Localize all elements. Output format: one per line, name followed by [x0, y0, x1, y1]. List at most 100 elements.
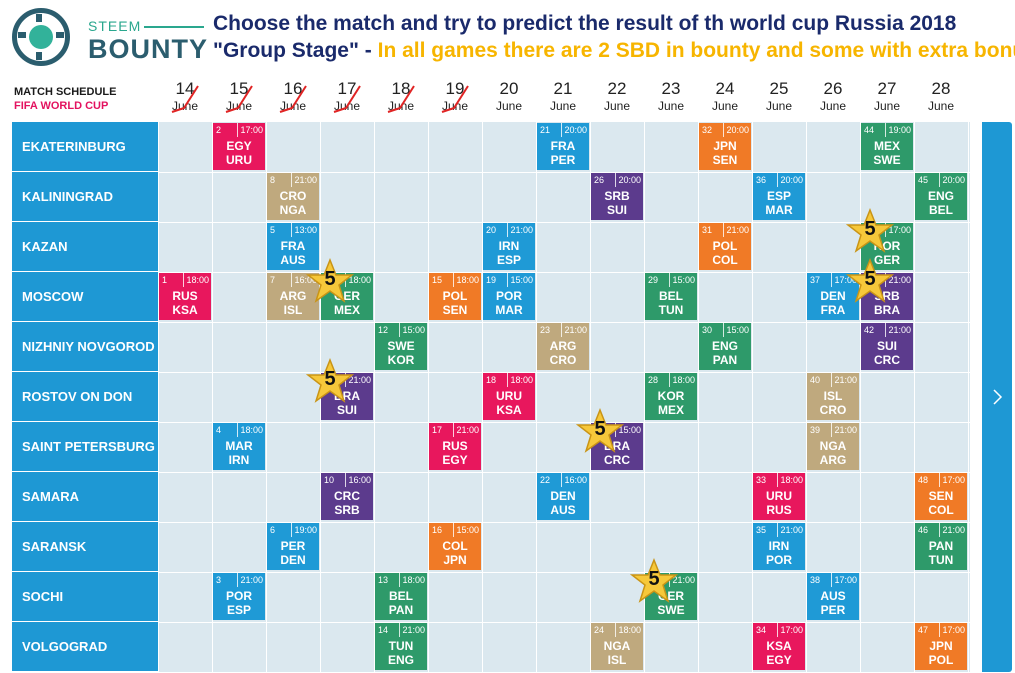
schedule-label: MATCH SCHEDULE FIFA WORLD CUP — [14, 85, 116, 113]
match-tile-40[interactable]: 40 21:00 ISL CRO — [807, 373, 859, 420]
match-tile-36[interactable]: 36 20:00 ESP MAR — [753, 173, 805, 220]
bonus-star-icon: 5 — [846, 208, 894, 254]
logo-steem-text: STEEM — [88, 18, 142, 34]
match-tile-18[interactable]: 18 18:00 URU KSA — [483, 373, 535, 420]
away-team: TUN — [928, 553, 954, 567]
match-tile-5[interactable]: 5 13:00 FRA AUS — [267, 223, 319, 270]
match-tile-46[interactable]: 46 21:00 PAN TUN — [915, 523, 967, 570]
match-number: 14 — [378, 625, 389, 635]
match-tile-45[interactable]: 45 20:00 ENG BEL — [915, 173, 967, 220]
match-tile-29[interactable]: 29 15:00 BEL TUN — [645, 273, 697, 320]
match-tile-12[interactable]: 12 15:00 SWE KOR — [375, 323, 427, 370]
match-tile-44[interactable]: 44 19:00 MEX SWE — [861, 123, 913, 170]
match-tile-13[interactable]: 13 18:00 BEL PAN — [375, 573, 427, 620]
away-team: SUI — [606, 203, 627, 217]
away-team: PAN — [388, 603, 414, 617]
home-team: RUS — [172, 289, 198, 303]
match-time: 18:00 — [399, 573, 425, 587]
match-tile-34[interactable]: 34 17:00 KSA EGY — [753, 623, 805, 670]
date-month: June — [711, 99, 739, 113]
match-tile-47[interactable]: 47 17:00 JPN POL — [915, 623, 967, 670]
match-tile-17[interactable]: 17 21:00 RUS EGY — [429, 423, 481, 470]
match-tile-48[interactable]: 48 17:00 SEN COL — [915, 473, 967, 520]
match-tile-4[interactable]: 4 18:00 MAR IRN — [213, 423, 265, 470]
match-tile-8[interactable]: 8 21:00 CRO NGA — [267, 173, 319, 220]
home-team: NGA — [819, 439, 847, 453]
bonus-star-icon: 5 — [630, 558, 678, 604]
date-day: 17 — [337, 79, 357, 98]
match-tile-23[interactable]: 23 21:00 ARG CRO — [537, 323, 589, 370]
home-team: POR — [495, 289, 522, 303]
grid-row-line — [158, 372, 970, 373]
match-time: 20:00 — [777, 173, 803, 187]
match-time: 17:00 — [831, 573, 857, 587]
match-tile-26[interactable]: 26 20:00 SRB SUI — [591, 173, 643, 220]
match-tile-20[interactable]: 20 21:00 IRN ESP — [483, 223, 535, 270]
match-time: 15:00 — [723, 323, 749, 337]
bonus-star-icon: 5 — [306, 258, 354, 304]
match-tile-32[interactable]: 32 20:00 JPN SEN — [699, 123, 751, 170]
away-team: EGY — [442, 453, 468, 467]
home-team: JPN — [929, 639, 953, 653]
match-tile-15[interactable]: 15 18:00 POL SEN — [429, 273, 481, 320]
match-tile-37[interactable]: 37 17:00 DEN FRA — [807, 273, 859, 320]
match-number: 23 — [540, 325, 551, 335]
away-team: FRA — [820, 303, 846, 317]
home-team: PER — [280, 539, 306, 553]
grid-column-line — [806, 122, 807, 672]
home-team: ENG — [927, 189, 954, 203]
match-tile-14[interactable]: 14 21:00 TUN ENG — [375, 623, 427, 670]
headline-line-1: Choose the match and try to predict the … — [213, 12, 957, 35]
date-day: 22 — [607, 79, 627, 98]
match-number: 39 — [810, 425, 821, 435]
match-tile-7[interactable]: 7 16:00 ARG ISL — [267, 273, 319, 320]
date-14-june: 14 June — [158, 80, 212, 114]
match-tile-24[interactable]: 24 18:00 NGA ISL — [591, 623, 643, 670]
match-tile-42[interactable]: 42 21:00 SUI CRC — [861, 323, 913, 370]
match-tile-19[interactable]: 19 15:00 POR MAR — [483, 273, 535, 320]
match-tile-38[interactable]: 38 17:00 AUS PER — [807, 573, 859, 620]
grid-column-line — [860, 122, 861, 672]
match-tile-30[interactable]: 30 15:00 ENG PAN — [699, 323, 751, 370]
date-day: 19 — [445, 79, 465, 98]
match-number: 3 — [216, 575, 222, 585]
match-tile-33[interactable]: 33 18:00 URU RUS — [753, 473, 805, 520]
grid-row-line — [158, 272, 970, 273]
match-tile-31[interactable]: 31 21:00 POL COL — [699, 223, 751, 270]
match-number: 24 — [594, 625, 605, 635]
match-time: 18:00 — [669, 373, 695, 387]
match-tile-3[interactable]: 3 21:00 POR ESP — [213, 573, 265, 620]
match-tile-10[interactable]: 10 16:00 CRC SRB — [321, 473, 373, 520]
bonus-value: 5 — [594, 418, 606, 440]
match-tile-2[interactable]: 2 17:00 EGY URU — [213, 123, 265, 170]
date-month: June — [819, 99, 847, 113]
match-tile-16[interactable]: 16 15:00 COL JPN — [429, 523, 481, 570]
match-tile-39[interactable]: 39 21:00 NGA ARG — [807, 423, 859, 470]
match-tile-35[interactable]: 35 21:00 IRN POR — [753, 523, 805, 570]
date-month: June — [765, 99, 793, 113]
away-team: RUS — [766, 503, 792, 517]
match-time: 20:00 — [615, 173, 641, 187]
match-tile-1[interactable]: 1 18:00 RUS KSA — [159, 273, 211, 320]
grid-row-line — [158, 522, 970, 523]
match-tile-22[interactable]: 22 16:00 DEN AUS — [537, 473, 589, 520]
match-tile-21[interactable]: 21 20:00 FRA PER — [537, 123, 589, 170]
home-team: PAN — [928, 539, 954, 553]
grid-row-line — [158, 222, 970, 223]
match-number: 6 — [270, 525, 276, 535]
away-team: NGA — [279, 203, 307, 217]
next-page-button[interactable] — [982, 122, 1012, 672]
city-label-kaliningrad: KALININGRAD — [12, 172, 158, 222]
match-time: 21:00 — [237, 573, 263, 587]
home-team: TUN — [388, 639, 414, 653]
match-number: 37 — [810, 275, 821, 285]
grid-row-line — [158, 322, 970, 323]
match-number: 22 — [540, 475, 551, 485]
city-label-saransk: SARANSK — [12, 522, 158, 572]
away-team: KSA — [172, 303, 198, 317]
home-team: MEX — [873, 139, 900, 153]
bonus-star-icon: 5 — [576, 408, 624, 454]
match-tile-28[interactable]: 28 18:00 KOR MEX — [645, 373, 697, 420]
away-team: PER — [820, 603, 846, 617]
match-tile-6[interactable]: 6 19:00 PER DEN — [267, 523, 319, 570]
